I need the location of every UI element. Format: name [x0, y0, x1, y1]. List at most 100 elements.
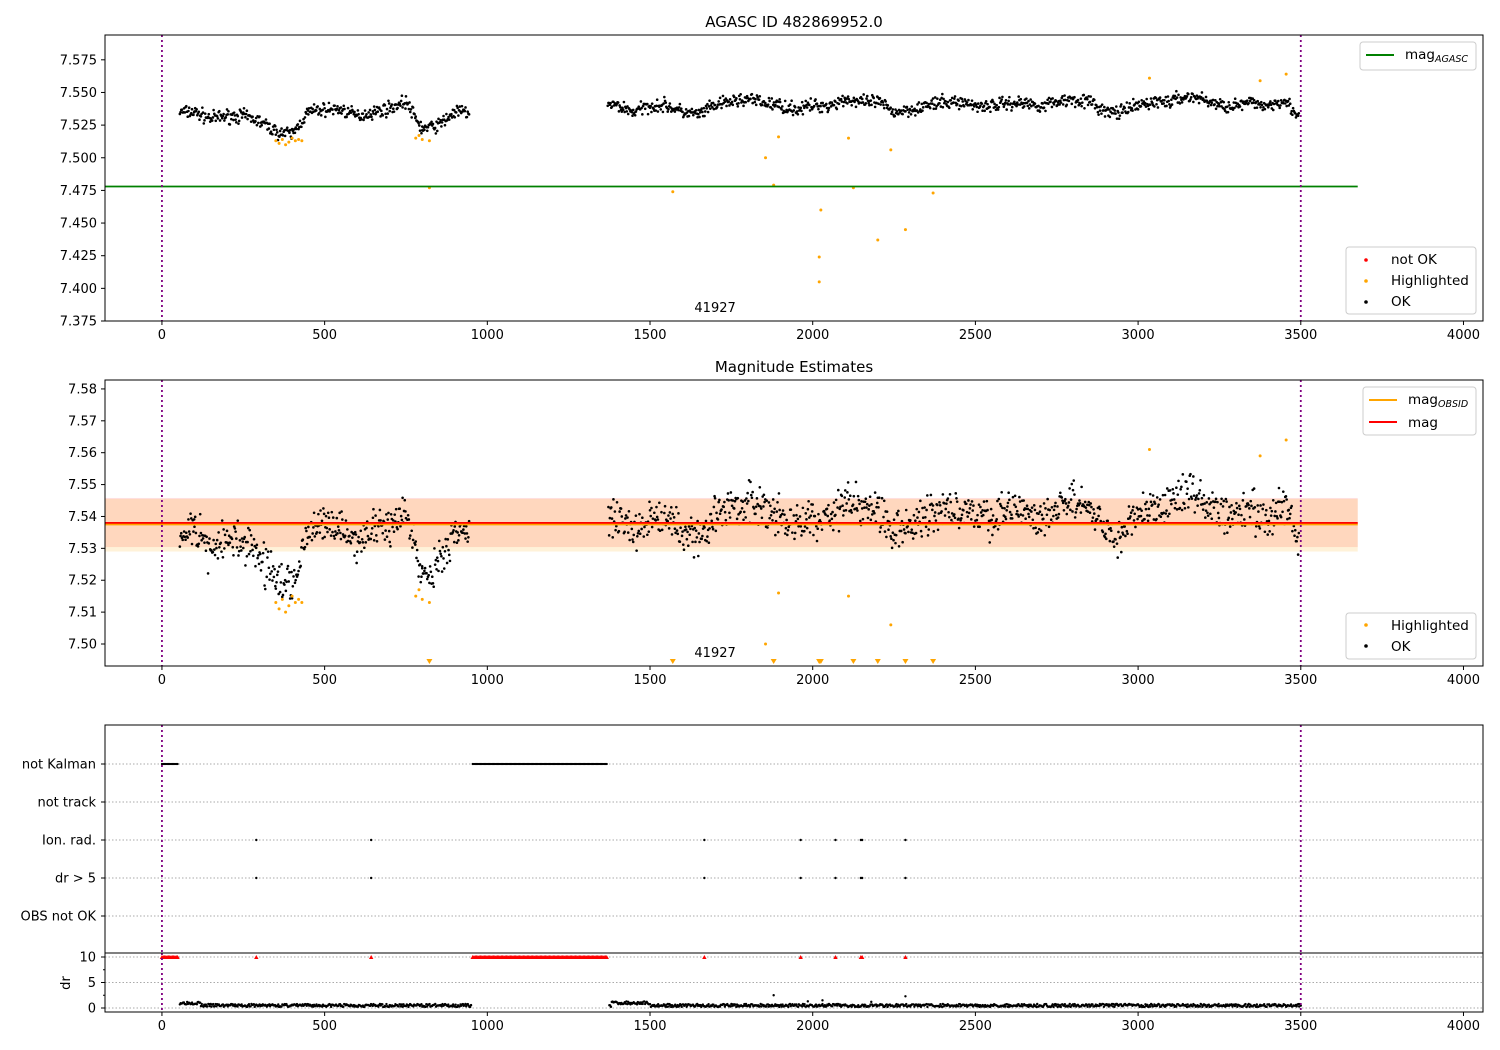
ok-point	[934, 519, 938, 522]
ok-point	[1005, 108, 1009, 111]
ok-point	[344, 519, 348, 522]
y-tick-label: 7.50	[68, 638, 97, 653]
ok-point	[1090, 103, 1094, 106]
ok-point	[1180, 101, 1184, 104]
ok-point	[1044, 507, 1047, 510]
dr-point	[1149, 1005, 1152, 1008]
ok-point	[931, 102, 934, 105]
ok-point	[641, 113, 644, 116]
ok-point	[942, 502, 946, 505]
ok-point	[336, 104, 339, 108]
ok-point	[237, 119, 241, 123]
ok-point	[1226, 110, 1230, 114]
ok-point	[626, 516, 629, 519]
ok-point	[410, 529, 414, 533]
ok-point	[896, 513, 899, 517]
ok-point	[447, 553, 451, 557]
ok-point	[646, 112, 650, 116]
highlighted-point	[817, 280, 821, 284]
ok-point	[701, 110, 704, 114]
x-tick-label: 3500	[1284, 328, 1317, 343]
ok-point	[413, 543, 417, 546]
ok-point	[772, 101, 776, 104]
ok-point	[786, 533, 789, 537]
ok-point	[1083, 107, 1086, 110]
ok-point	[736, 105, 740, 108]
ok-point	[849, 508, 853, 512]
ok-point	[1123, 525, 1126, 528]
ok-point	[1136, 508, 1140, 511]
ok-point	[996, 499, 999, 503]
dr-point	[796, 1005, 800, 1009]
ok-point	[1109, 526, 1112, 530]
ok-point	[620, 110, 624, 113]
ok-point	[655, 98, 659, 101]
ok-point	[687, 114, 691, 118]
ok-point	[1252, 101, 1255, 104]
ok-point	[858, 101, 861, 104]
ok-point	[414, 540, 418, 543]
ok-point	[246, 117, 249, 121]
ok-point	[924, 515, 927, 519]
dr-point	[1198, 1005, 1202, 1008]
ok-point	[953, 95, 957, 98]
ok-point	[800, 534, 803, 537]
ok-point	[949, 98, 953, 102]
ok-point	[1192, 475, 1195, 478]
ok-point	[926, 494, 929, 497]
ok-point	[932, 530, 936, 533]
ok-point	[1001, 95, 1004, 99]
ok-point	[1117, 117, 1121, 121]
ok-point	[910, 105, 914, 108]
ok-point	[768, 99, 771, 103]
legend-sub: AGASC	[1434, 54, 1468, 65]
ok-point	[807, 499, 810, 503]
ok-point	[1279, 98, 1283, 102]
ok-point	[384, 529, 387, 532]
ok-point	[754, 97, 757, 101]
ok-point	[819, 104, 822, 108]
highlighted-point	[290, 136, 294, 140]
ok-point	[847, 498, 851, 501]
ok-point	[926, 534, 930, 537]
ok-point	[1069, 498, 1073, 501]
dr-point	[1255, 1003, 1259, 1006]
ok-point	[925, 101, 928, 105]
ok-point	[447, 118, 451, 121]
ok-point	[263, 587, 267, 591]
ok-point	[386, 112, 390, 115]
ok-point	[258, 552, 262, 556]
ok-point	[1211, 98, 1215, 102]
ok-point	[1164, 95, 1168, 99]
ok-point	[1214, 107, 1218, 111]
ok-point	[800, 100, 804, 104]
ok-point	[642, 535, 646, 538]
highlighted-point	[777, 591, 781, 595]
ok-point	[299, 564, 302, 568]
ok-point	[1279, 515, 1283, 519]
ok-point	[749, 97, 752, 101]
ok-point	[756, 96, 759, 99]
ok-point	[1209, 512, 1212, 516]
ok-point	[212, 538, 215, 542]
ok-point	[997, 105, 1001, 109]
ok-point	[1265, 519, 1269, 523]
ok-point	[901, 112, 904, 116]
ok-point	[236, 114, 240, 118]
highlighted-point	[280, 137, 284, 141]
ok-point	[902, 105, 906, 108]
ok-point	[274, 584, 277, 588]
x-tick-label: 0	[158, 1019, 166, 1034]
ok-point	[192, 518, 196, 521]
ok-point	[984, 100, 988, 103]
ok-point	[697, 554, 700, 558]
ok-point	[1185, 492, 1189, 496]
ok-point	[211, 116, 215, 119]
ok-point	[959, 104, 963, 108]
ok-point	[262, 541, 266, 544]
ok-point	[841, 94, 844, 98]
ok-point	[661, 110, 665, 114]
ok-point	[700, 537, 703, 541]
ok-point	[1164, 512, 1168, 515]
legend-label: Highlighted	[1391, 273, 1469, 289]
